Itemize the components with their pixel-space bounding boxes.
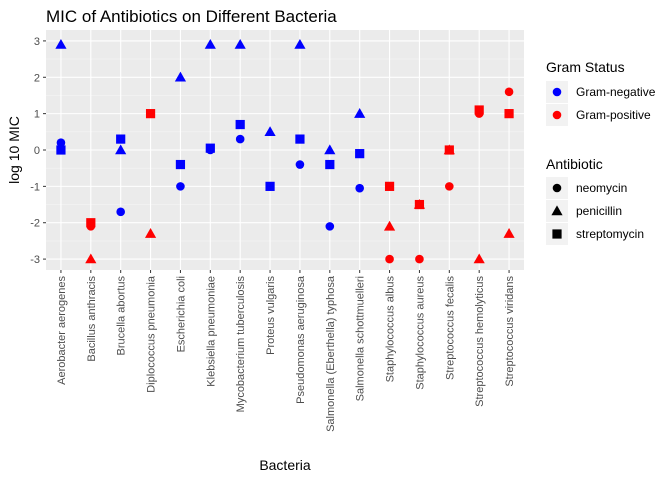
data-point-streptomycin	[474, 105, 484, 115]
legend-antibiotic: Antibiotic neomycin penicillin streptomycin	[546, 156, 644, 245]
data-point-streptomycin	[145, 109, 156, 119]
x-tick-label: Klebsiella pneumoniae	[205, 276, 217, 387]
legend-gram-status: Gram Status Gram-negative Gram-positive	[546, 59, 656, 126]
y-tick-label: 2	[34, 72, 40, 84]
data-point-streptomycin	[86, 218, 96, 228]
x-tick-label: Salmonella schottmuelleri	[355, 276, 367, 401]
x-tick-label: Streptococcus fecalis	[444, 276, 456, 380]
data-point-penicillin	[324, 144, 336, 155]
data-point-streptomycin	[414, 199, 425, 210]
y-tick-label: 1	[34, 109, 40, 121]
x-tick-label: Mycobacterium tuberculosis	[235, 276, 247, 413]
data-point-streptomycin	[175, 159, 186, 170]
x-tick-label: Escherichia coli	[175, 276, 187, 352]
data-point-streptomycin	[235, 119, 245, 130]
data-point-streptomycin	[295, 134, 305, 144]
legend-label: Gram-negative	[576, 85, 656, 99]
legend-key-neomycin	[552, 183, 562, 193]
data-point-penicillin	[174, 71, 187, 82]
data-point-penicillin	[503, 228, 515, 238]
x-tick-label: Streptococcus hemolyticus	[474, 276, 486, 407]
data-point-streptomycin	[56, 145, 66, 155]
legend-title: Antibiotic	[546, 156, 603, 172]
x-tick-label: Pseudomonas aeruginosa	[295, 275, 307, 404]
data-point-neomycin	[176, 182, 185, 191]
legend-key-negative	[552, 87, 562, 97]
data-point-penicillin	[473, 253, 485, 264]
y-tick-label: -3	[30, 254, 40, 266]
x-tick-label: Staphylococcus aureus	[414, 276, 426, 390]
data-point-penicillin	[144, 228, 157, 238]
data-point-neomycin	[385, 254, 394, 264]
data-point-streptomycin	[325, 159, 335, 170]
y-tick-label: -1	[30, 181, 40, 193]
legend-key-penicillin	[551, 205, 563, 216]
y-tick-label: -2	[30, 218, 40, 230]
data-point-neomycin	[504, 87, 514, 97]
x-tick-label: Streptococcus viridans	[504, 276, 516, 387]
data-point-streptomycin	[205, 143, 215, 153]
data-point-penicillin	[354, 108, 366, 118]
data-point-neomycin	[445, 182, 454, 191]
legend-label: neomycin	[576, 181, 627, 195]
legend-key-positive	[552, 110, 562, 120]
data-point-penicillin	[234, 38, 246, 49]
y-tick-label: 0	[34, 145, 40, 157]
data-point-neomycin	[116, 207, 125, 217]
data-point-penicillin	[55, 38, 67, 49]
x-tick-label: Bacillus anthracis	[86, 276, 98, 362]
data-point-streptomycin	[384, 181, 395, 191]
legend-label: streptomycin	[576, 227, 644, 241]
data-point-penicillin	[204, 38, 216, 49]
data-point-streptomycin	[116, 134, 126, 144]
legend-label: penicillin	[576, 204, 622, 218]
y-axis-title: log 10 MIC	[6, 116, 22, 184]
x-tick-label: Proteus vulgaris	[265, 276, 277, 355]
data-point-neomycin	[235, 134, 245, 144]
data-point-neomycin	[355, 183, 364, 193]
data-point-neomycin	[415, 254, 424, 264]
data-point-penicillin	[383, 220, 396, 231]
data-point-penicillin	[85, 253, 97, 264]
data-point-streptomycin	[355, 149, 365, 159]
chart-title: MIC of Antibiotics on Different Bacteria	[46, 7, 337, 26]
legend-key-streptomycin	[552, 229, 562, 239]
x-tick-label: Salmonella (Eberthella) typhosa	[325, 275, 337, 432]
data-point-penicillin	[115, 144, 127, 155]
data-point-penicillin	[294, 38, 306, 49]
x-tick-label: Diplococcus pneumonia	[146, 275, 158, 393]
x-tick-label: Brucella abortus	[116, 276, 128, 356]
legend-label: Gram-positive	[576, 108, 651, 122]
data-point-neomycin	[56, 138, 66, 148]
data-point-streptomycin	[504, 109, 514, 119]
data-point-neomycin	[325, 222, 335, 231]
x-axis-title: Bacteria	[259, 457, 311, 473]
x-tick-label: Aerobacter aerogenes	[56, 276, 68, 385]
data-point-penicillin	[264, 126, 276, 137]
data-point-streptomycin	[444, 145, 454, 155]
y-tick-label: 3	[34, 36, 40, 48]
data-point-streptomycin	[265, 181, 275, 191]
data-point-neomycin	[295, 160, 305, 169]
legend-title: Gram Status	[546, 59, 625, 75]
x-tick-label: Staphylococcus albus	[385, 276, 397, 383]
